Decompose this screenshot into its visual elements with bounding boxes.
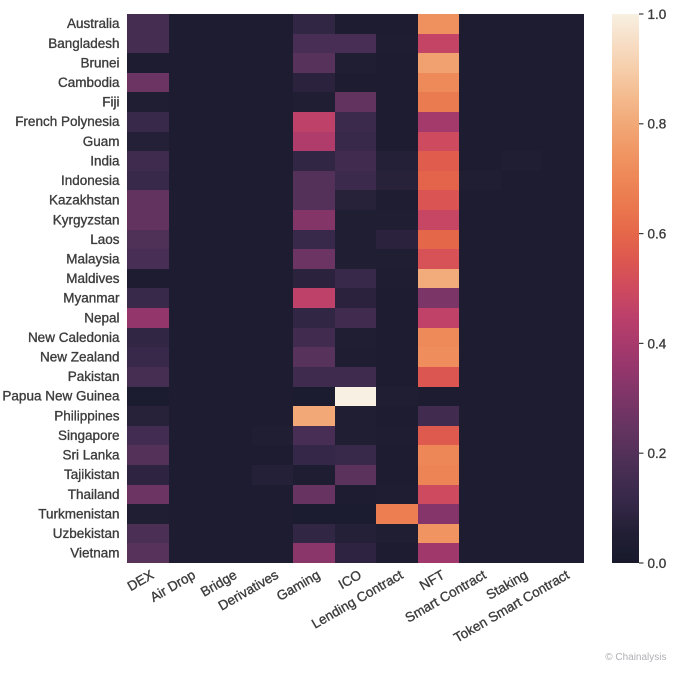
svg-text:Papua New Guinea: Papua New Guinea (2, 389, 120, 404)
svg-text:Nepal: Nepal (84, 310, 119, 325)
svg-text:Bangladesh: Bangladesh (48, 36, 119, 51)
svg-text:Indonesia: Indonesia (61, 173, 120, 188)
svg-text:Laos: Laos (90, 232, 120, 247)
svg-text:0.8: 0.8 (648, 117, 667, 132)
svg-text:Vietnam: Vietnam (70, 546, 119, 561)
svg-text:Philippines: Philippines (54, 408, 120, 423)
svg-text:Singapore: Singapore (58, 428, 120, 443)
svg-text:Tajikistan: Tajikistan (64, 467, 120, 482)
svg-text:Thailand: Thailand (68, 487, 120, 502)
svg-text:0.0: 0.0 (648, 556, 667, 571)
svg-text:1.0: 1.0 (648, 7, 667, 22)
svg-text:New Caledonia: New Caledonia (28, 330, 120, 345)
svg-text:Malaysia: Malaysia (66, 251, 120, 266)
svg-text:0.6: 0.6 (648, 227, 667, 242)
svg-text:Guam: Guam (83, 134, 120, 149)
svg-text:Pakistan: Pakistan (68, 369, 120, 384)
svg-text:Uzbekistan: Uzbekistan (53, 526, 120, 541)
svg-text:0.2: 0.2 (648, 446, 667, 461)
svg-text:Brunei: Brunei (80, 55, 119, 70)
svg-text:New Zealand: New Zealand (40, 350, 120, 365)
svg-text:India: India (90, 153, 120, 168)
svg-text:Kazakhstan: Kazakhstan (49, 193, 120, 208)
svg-text:Sri Lanka: Sri Lanka (62, 448, 120, 463)
svg-text:0.4: 0.4 (648, 336, 667, 351)
svg-text:© Chainalysis: © Chainalysis (605, 652, 666, 663)
svg-text:Myanmar: Myanmar (63, 291, 120, 306)
svg-text:Cambodia: Cambodia (58, 75, 120, 90)
svg-text:French Polynesia: French Polynesia (15, 114, 120, 129)
svg-text:Kyrgyzstan: Kyrgyzstan (53, 212, 120, 227)
svg-text:Turkmenistan: Turkmenistan (38, 506, 119, 521)
svg-text:Australia: Australia (67, 16, 120, 31)
svg-text:Maldives: Maldives (66, 271, 120, 286)
svg-text:Fiji: Fiji (102, 95, 119, 110)
